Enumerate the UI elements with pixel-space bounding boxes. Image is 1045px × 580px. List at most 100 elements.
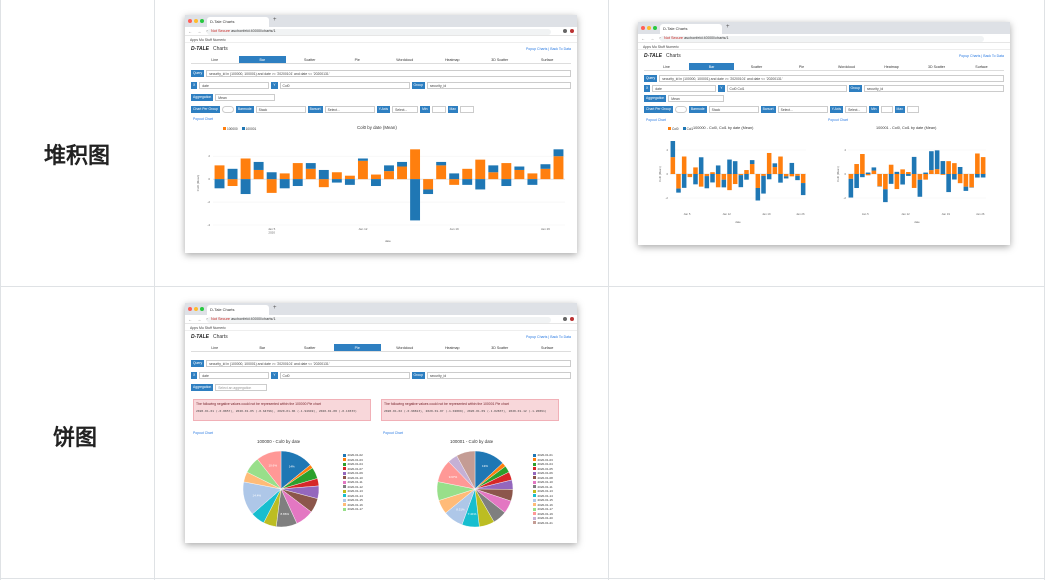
legend-item[interactable]: 2020-01-07 <box>343 467 363 472</box>
bookmarks-bar[interactable]: Apps Mu Stuff Numeric <box>638 43 1010 50</box>
bookmarks-bar[interactable]: Apps Mu Stuff Numeric <box>185 324 577 331</box>
legend-item[interactable]: Col1 <box>686 127 694 131</box>
legend-item[interactable]: 2020-01-13 <box>343 489 363 494</box>
min-input[interactable] <box>431 105 446 113</box>
tab-bar[interactable]: Bar <box>689 63 734 70</box>
y-select[interactable]: Col0 <box>279 371 410 379</box>
browser-tab[interactable]: D-Tale Charts <box>660 24 722 34</box>
back-to-data-link[interactable]: Back To Data <box>550 335 571 339</box>
new-tab-button[interactable]: + <box>273 305 277 311</box>
tab-pie[interactable]: Pie <box>354 57 360 62</box>
legend-item[interactable]: 2020-01-16 <box>533 503 553 508</box>
query-input[interactable]: security_id in (100000, 100001) and date… <box>206 69 571 77</box>
url-field[interactable]: Not Secure aschonfeld:40000/charts/1 <box>207 28 551 35</box>
legend-item[interactable]: 2020-01-13 <box>533 489 553 494</box>
back-to-data-link[interactable]: Back To Data <box>983 54 1004 58</box>
tab-bar[interactable]: Bar <box>259 345 266 350</box>
browser-tab[interactable]: D-Tale Charts <box>207 305 269 315</box>
popup-charts-link[interactable]: Popup Charts <box>525 47 548 51</box>
tab-wordcloud[interactable]: Wordcloud <box>396 57 414 62</box>
tab-pie[interactable]: Pie <box>333 344 381 351</box>
group-select[interactable]: security_id <box>426 81 571 89</box>
legend-item[interactable]: 100001 <box>245 127 257 131</box>
legend-item[interactable]: 2020-01-04 <box>343 462 363 467</box>
tab-surface[interactable]: Surface <box>975 64 988 69</box>
legend-item[interactable]: 2020-01-17 <box>343 507 363 512</box>
tab-bar[interactable]: Bar <box>238 56 286 63</box>
legend-item[interactable]: 2020-01-04 <box>533 462 553 467</box>
group-select[interactable]: security_id <box>426 371 571 379</box>
barmode-select[interactable]: Stack <box>255 105 306 113</box>
chart-per-group-toggle[interactable] <box>221 105 234 113</box>
nav-icons[interactable]: ← → ↻ <box>188 316 212 322</box>
x-select[interactable]: date <box>199 81 270 89</box>
avatar[interactable] <box>570 28 574 33</box>
tab-3d-scatter[interactable]: 3D Scatter <box>928 64 945 69</box>
tab-3d-scatter[interactable]: 3D Scatter <box>491 57 509 62</box>
max-input[interactable] <box>906 105 919 113</box>
x-select[interactable]: date <box>652 84 717 92</box>
tab-scatter[interactable]: Scatter <box>304 57 316 62</box>
popout-chart-link[interactable]: Popout Chart <box>383 431 403 435</box>
tab-heatmap[interactable]: Heatmap <box>444 57 460 62</box>
legend-item[interactable]: 2020-01-16 <box>343 503 363 508</box>
tab-wordcloud[interactable]: Wordcloud <box>396 345 414 350</box>
tab-3d-scatter[interactable]: 3D Scatter <box>491 345 509 350</box>
star-icon[interactable] <box>563 28 567 33</box>
barmode-select[interactable]: Stack <box>708 105 759 113</box>
new-tab-button[interactable]: + <box>726 24 730 30</box>
tab-line[interactable]: Line <box>663 64 670 69</box>
url-field[interactable]: Not Secure aschonfeld:40000/charts/1 <box>660 35 984 42</box>
legend-item[interactable]: 2020-01-15 <box>343 498 363 503</box>
bookmarks-bar[interactable]: Apps Mu Stuff Numeric <box>185 36 577 43</box>
legend-item[interactable]: 2020-01-11 <box>343 480 363 485</box>
tab-pie[interactable]: Pie <box>798 64 805 69</box>
legend-item[interactable]: 2020-01-12 <box>343 485 363 490</box>
avatar[interactable] <box>570 316 574 321</box>
y-axis-select[interactable]: Select... <box>392 105 419 113</box>
legend-item[interactable]: 2020-01-14 <box>533 494 553 499</box>
y-select[interactable]: Col0 <box>279 81 410 89</box>
y-select[interactable]: Col0 Col1 <box>726 84 847 92</box>
new-tab-button[interactable]: + <box>273 17 277 23</box>
legend-item[interactable]: 2020-01-01 <box>533 453 553 458</box>
back-to-data-link[interactable]: Back To Data <box>550 47 571 51</box>
popup-charts-link[interactable]: Popup Charts <box>958 54 981 58</box>
legend-item[interactable]: 2020-01-05 <box>533 467 553 472</box>
tab-heatmap[interactable]: Heatmap <box>884 64 899 69</box>
x-select[interactable]: date <box>199 371 270 379</box>
tab-wordcloud[interactable]: Wordcloud <box>837 64 856 69</box>
tab-scatter[interactable]: Scatter <box>750 64 763 69</box>
legend-item[interactable]: 2020-01-03 <box>533 458 553 463</box>
legend-item[interactable]: 2020-01-03 <box>343 458 363 463</box>
legend-item[interactable]: 2020-01-06 <box>533 471 553 476</box>
popout-chart-link[interactable]: Popout Chart <box>828 118 848 122</box>
tab-heatmap[interactable]: Heatmap <box>444 345 460 350</box>
popout-chart-link[interactable]: Popout Chart <box>193 117 213 121</box>
legend-item[interactable]: 2020-01-15 <box>533 498 553 503</box>
legend-item[interactable]: 2020-01-20 <box>533 516 553 521</box>
legend-item[interactable]: 2020-01-17 <box>533 507 553 512</box>
star-icon[interactable] <box>563 316 567 321</box>
tab-scatter[interactable]: Scatter <box>304 345 316 350</box>
popout-chart-link[interactable]: Popout Chart <box>646 118 666 122</box>
legend-item[interactable]: 2020-01-14 <box>343 494 363 499</box>
barsort-select[interactable]: Select... <box>777 105 828 113</box>
nav-icons[interactable]: ← → ↻ <box>641 35 665 41</box>
y-axis-select[interactable]: Select... <box>845 105 868 113</box>
legend-item[interactable]: 100000 <box>227 127 238 131</box>
popup-charts-link[interactable]: Popup Charts <box>525 335 548 339</box>
legend-item[interactable]: 2020-01-19 <box>533 512 553 517</box>
group-select[interactable]: security_id <box>863 84 1004 92</box>
min-input[interactable] <box>880 105 893 113</box>
nav-icons[interactable]: ← → ↻ <box>188 28 212 34</box>
legend-item[interactable]: 2020-01-02 <box>343 453 363 458</box>
legend-item[interactable]: Col0 <box>672 127 679 131</box>
legend-item[interactable]: 2020-01-11 <box>533 485 553 490</box>
tab-surface[interactable]: Surface <box>541 57 554 62</box>
max-input[interactable] <box>459 105 474 113</box>
legend-item[interactable]: 2020-01-10 <box>533 480 553 485</box>
aggregation-select[interactable]: Mean <box>215 93 276 101</box>
popout-chart-link[interactable]: Popout Chart <box>193 431 213 435</box>
aggregation-select[interactable]: Select an aggregation <box>215 383 268 391</box>
